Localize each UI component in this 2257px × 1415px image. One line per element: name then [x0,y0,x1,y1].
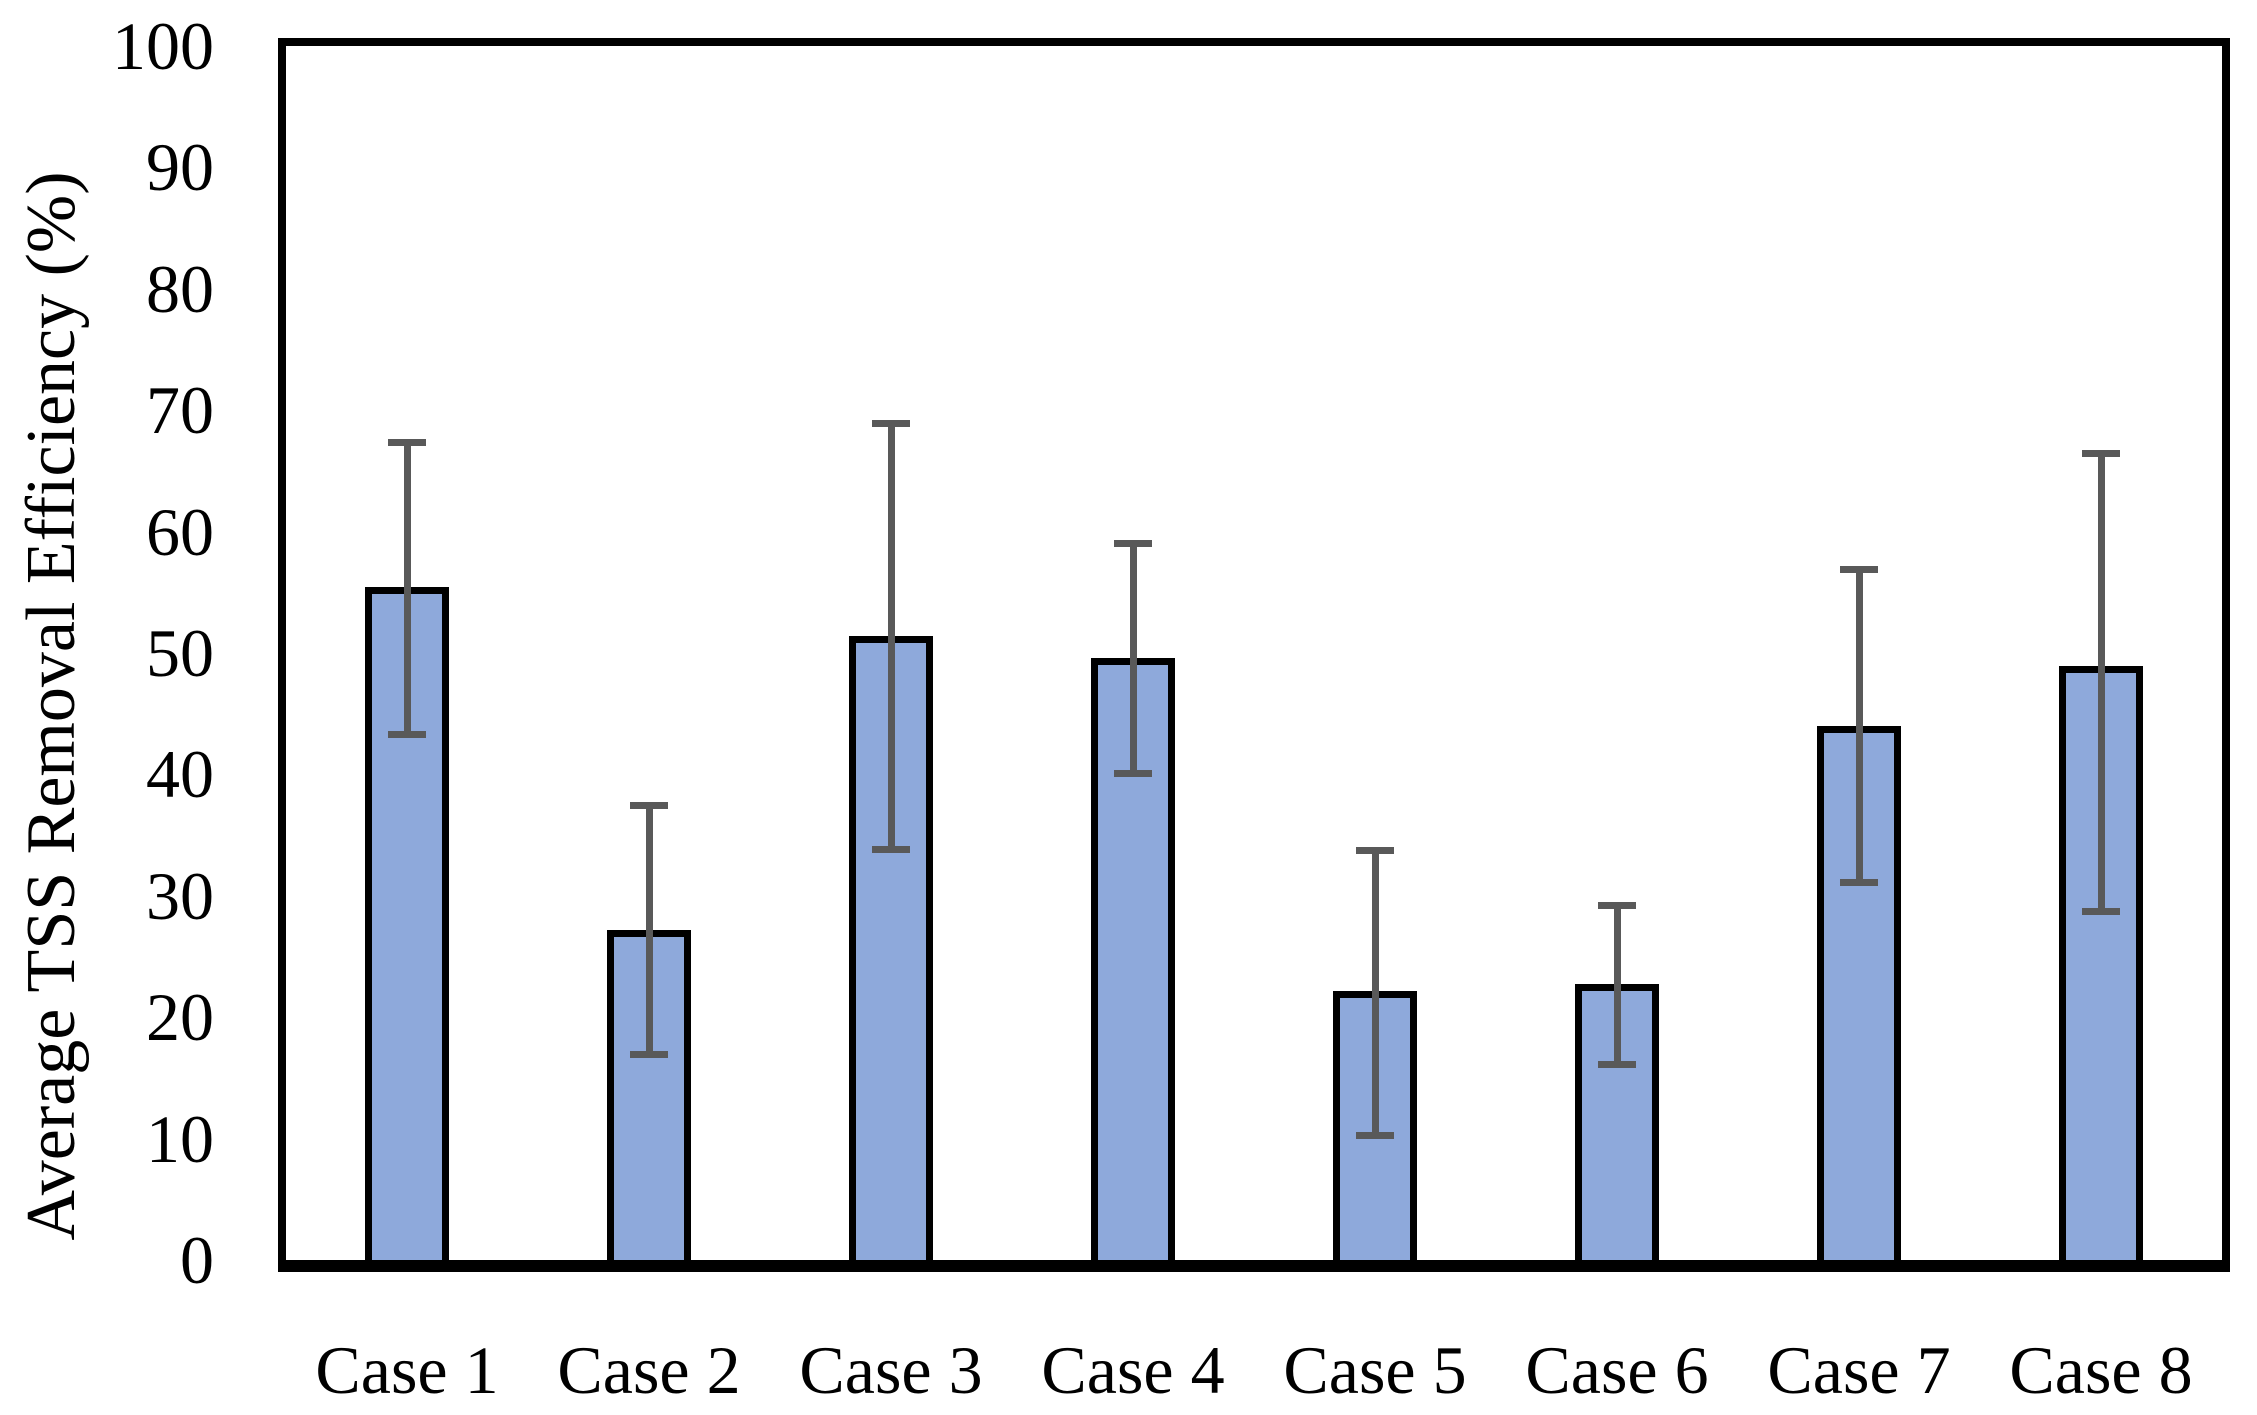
error-bar-stem [1371,847,1379,1139]
error-cap-top [1840,565,1878,573]
x-label-case-7: Case 7 [1767,1332,1951,1408]
error-bar-stem [403,439,411,738]
y-axis-tick-labels: 0 10 20 30 40 50 60 70 80 90 100 [0,0,214,1408]
error-cap-bottom [1356,1131,1394,1139]
x-label-case-8: Case 8 [2009,1332,2193,1408]
plot-area [278,38,2230,1272]
x-axis-category-labels: Case 1 Case 2 Case 3 Case 4 Case 5 Case 6 Case… [286,1325,2222,1415]
error-cap-top [388,439,426,447]
error-cap-top [630,802,668,810]
y-tick-label-10: 10 [146,1100,214,1177]
error-bar-stem [645,802,653,1059]
x-label-case-3: Case 3 [799,1332,983,1408]
x-label-case-4: Case 4 [1041,1332,1225,1408]
error-cap-top [1598,901,1636,909]
error-bar-stem [887,419,895,854]
error-cap-bottom [872,846,910,854]
y-tick-label-80: 80 [146,250,214,327]
error-bar-stem [1613,901,1621,1069]
error-cap-bottom [1840,879,1878,887]
error-cap-bottom [2082,908,2120,916]
x-label-case-2: Case 2 [557,1332,741,1408]
error-bar-stem [2097,450,2105,916]
y-tick-label-0: 0 [180,1222,214,1298]
x-label-case-1: Case 1 [315,1332,499,1408]
error-cap-bottom [630,1051,668,1059]
y-tick-label-70: 70 [146,372,214,449]
error-cap-top [2082,450,2120,458]
y-tick-label-100: 100 [112,8,214,84]
error-cap-top [1114,540,1152,548]
error-cap-bottom [388,730,426,738]
y-tick-label-40: 40 [146,736,214,813]
x-label-case-5: Case 5 [1283,1332,1467,1408]
error-cap-bottom [1598,1061,1636,1069]
error-cap-top [872,419,910,427]
x-label-case-6: Case 6 [1525,1332,1709,1408]
error-cap-bottom [1114,769,1152,777]
y-tick-label-90: 90 [146,129,214,206]
y-tick-label-50: 50 [146,615,214,691]
error-bar-stem [1129,540,1137,777]
error-bar-stem [1855,565,1863,887]
y-tick-label-20: 20 [146,979,214,1056]
error-cap-top [1356,847,1394,855]
y-tick-label-30: 30 [146,857,214,934]
y-tick-label-60: 60 [146,493,214,570]
